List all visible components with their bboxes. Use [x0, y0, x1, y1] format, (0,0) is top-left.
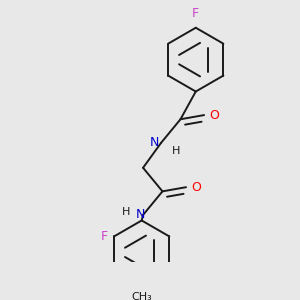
Text: F: F — [101, 230, 108, 243]
Text: H: H — [122, 207, 130, 217]
Text: CH₃: CH₃ — [131, 292, 152, 300]
Text: O: O — [191, 181, 201, 194]
Text: N: N — [149, 136, 159, 149]
Text: O: O — [209, 109, 219, 122]
Text: H: H — [172, 146, 180, 156]
Text: N: N — [136, 208, 145, 221]
Text: F: F — [192, 7, 199, 20]
